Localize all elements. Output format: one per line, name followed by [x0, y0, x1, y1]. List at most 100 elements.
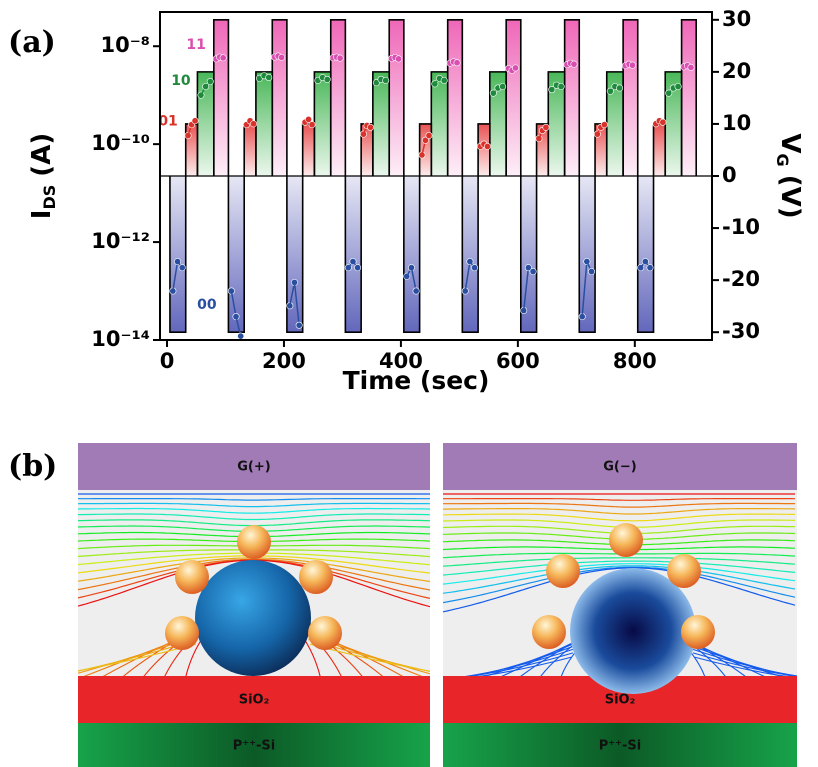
- gate-pulse: [638, 176, 654, 332]
- charge: [237, 525, 271, 559]
- data-point: [601, 121, 607, 127]
- gate-label: G(+): [237, 460, 270, 475]
- y2-tick-label: -10: [722, 215, 760, 239]
- data-point: [530, 268, 536, 274]
- gate-pulse: [623, 20, 638, 176]
- data-point: [324, 76, 330, 82]
- series-label: 00: [197, 297, 217, 313]
- y2-axis-title-part: V: [776, 133, 806, 153]
- gate-pulse: [420, 124, 432, 176]
- y2-tick-label: 20: [722, 59, 751, 83]
- charge: [532, 615, 566, 649]
- gate-pulse: [303, 124, 315, 176]
- data-point: [688, 64, 694, 70]
- gate-pulse: [506, 20, 521, 176]
- gate-pulse: [389, 20, 404, 176]
- gate-pulse: [228, 176, 244, 332]
- data-point: [441, 77, 447, 83]
- x-tick-label: 600: [496, 349, 540, 373]
- y2-tick-label: -20: [722, 267, 760, 291]
- data-point: [588, 268, 594, 274]
- data-point: [471, 264, 477, 270]
- data-point: [426, 132, 432, 138]
- data-point: [558, 83, 564, 89]
- series-label: 11: [186, 37, 205, 53]
- gate-pulse: [256, 72, 272, 176]
- panel-label: (b): [8, 449, 57, 484]
- gate-pulse: [579, 176, 595, 332]
- y2-tick-label: 0: [722, 163, 737, 187]
- gate-pulse: [654, 124, 666, 176]
- device-left: G(+) SiO₂ P⁺⁺-Si: [9, 443, 497, 767]
- y-axis-title-part: I: [27, 210, 57, 220]
- data-point: [395, 56, 401, 62]
- data-point: [309, 121, 315, 127]
- series-label: 10: [171, 73, 191, 89]
- gate-pulse: [478, 124, 490, 176]
- gate-pulse: [373, 72, 389, 176]
- chart: 11100100020040060080010⁻¹⁴10⁻¹²10⁻¹⁰10⁻⁸…: [27, 7, 806, 395]
- gate-pulse: [448, 20, 463, 176]
- panel-label: (a): [8, 25, 56, 60]
- x-axis-title: Time (sec): [343, 366, 490, 395]
- nanoparticle: [570, 568, 696, 694]
- data-point: [367, 124, 373, 130]
- y2-axis-title-part: (V): [776, 175, 806, 219]
- oxide-label: SiO₂: [239, 693, 270, 708]
- figure: (a) 11100100020040060080010⁻¹⁴10⁻¹²10⁻¹⁰…: [0, 0, 818, 767]
- y-tick-label: 10⁻¹⁴: [91, 327, 150, 351]
- y-tick-label: 10⁻⁸: [100, 33, 150, 57]
- substrate-label: P⁺⁺-Si: [233, 739, 275, 754]
- gate-pulse: [170, 176, 186, 332]
- data-point: [220, 55, 226, 61]
- gate-pulse: [404, 176, 420, 332]
- gate-pulse: [682, 20, 697, 176]
- x-tick-label: 800: [613, 349, 657, 373]
- data-point: [512, 65, 518, 71]
- data-point: [207, 78, 213, 84]
- y2-axis-title: VG (V): [774, 133, 806, 218]
- gate-pulse: [565, 20, 580, 176]
- data-point: [296, 322, 302, 328]
- nanoparticle: [195, 560, 311, 676]
- charge: [546, 554, 580, 588]
- charge: [667, 554, 701, 588]
- y-tick-label: 10⁻¹²: [91, 229, 150, 253]
- y-axis-title: IDS (A): [27, 133, 59, 219]
- charge: [681, 615, 715, 649]
- gate-pulse: [244, 124, 256, 176]
- y2-tick-label: 30: [722, 7, 751, 31]
- gate-pulse: [345, 176, 361, 332]
- charge: [299, 560, 333, 594]
- data-point: [266, 74, 272, 80]
- data-point: [413, 288, 419, 294]
- data-point: [484, 143, 490, 149]
- y2-axis-title-part: G: [774, 154, 793, 167]
- gate-pulse: [314, 72, 330, 176]
- charge: [609, 523, 643, 557]
- x-tick-label: 0: [160, 349, 175, 373]
- device-right: G(−) SiO₂ P⁺⁺-Si: [384, 443, 818, 767]
- data-point: [454, 60, 460, 66]
- data-point: [383, 77, 389, 83]
- data-point: [179, 264, 185, 270]
- gate-pulse: [462, 176, 478, 332]
- data-point: [647, 264, 653, 270]
- data-point: [616, 85, 622, 91]
- y-axis-title-part: DS: [40, 185, 59, 210]
- y2-tick-label: 10: [722, 111, 751, 135]
- charge: [165, 616, 199, 650]
- gate-pulse: [272, 20, 287, 176]
- y2-tick-label: -30: [722, 319, 760, 343]
- charge: [175, 560, 209, 594]
- data-point: [337, 55, 343, 61]
- data-point: [278, 54, 284, 60]
- data-point: [543, 124, 549, 130]
- x-tick-label: 200: [262, 349, 306, 373]
- gate-pulse: [186, 124, 198, 176]
- series-label: 01: [158, 114, 177, 130]
- data-point: [571, 61, 577, 67]
- plot-area: [160, 20, 712, 340]
- y-axis-title-part: (A): [27, 133, 57, 177]
- data-point: [584, 258, 590, 264]
